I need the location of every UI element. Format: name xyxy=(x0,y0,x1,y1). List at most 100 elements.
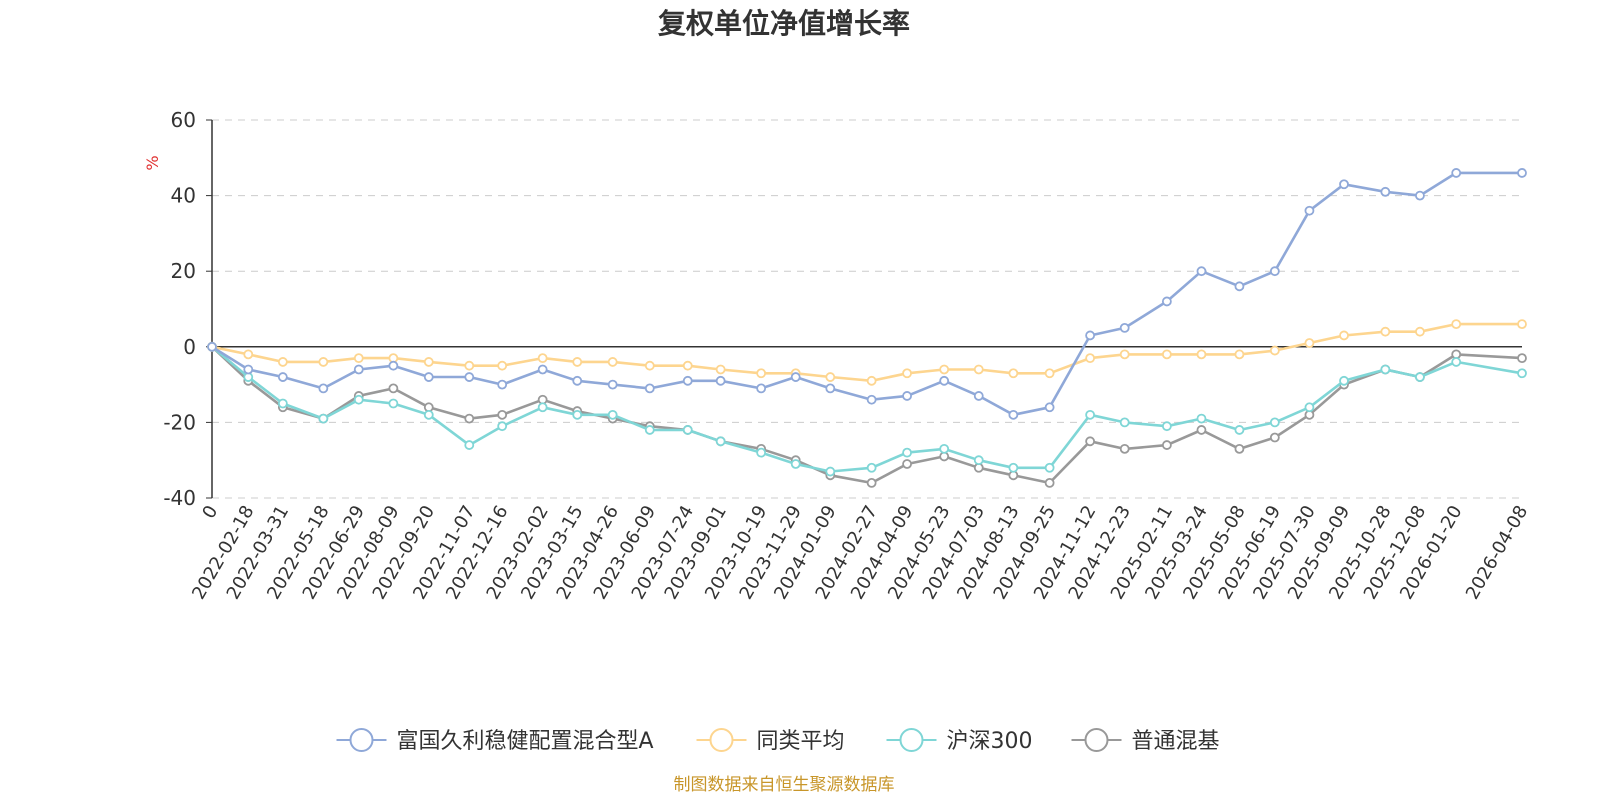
data-point[interactable] xyxy=(1119,322,1130,333)
data-point[interactable] xyxy=(464,360,475,371)
data-point[interactable] xyxy=(939,364,950,375)
data-point[interactable] xyxy=(644,360,655,371)
data-point[interactable] xyxy=(644,383,655,394)
data-point[interactable] xyxy=(1269,432,1280,443)
data-point[interactable] xyxy=(1234,443,1245,454)
data-point[interactable] xyxy=(1451,319,1462,330)
legend[interactable]: 富国久利稳健配置混合型A 同类平均 沪深300 普通混基 xyxy=(336,728,1220,754)
data-point[interactable] xyxy=(1044,477,1055,488)
data-point[interactable] xyxy=(1008,462,1019,473)
data-point[interactable] xyxy=(353,353,364,364)
data-point[interactable] xyxy=(388,360,399,371)
data-point[interactable] xyxy=(825,372,836,382)
data-point[interactable] xyxy=(1304,205,1315,216)
data-point[interactable] xyxy=(1161,421,1172,432)
data-point[interactable] xyxy=(423,409,434,420)
data-point[interactable] xyxy=(902,459,912,469)
data-point[interactable] xyxy=(1044,368,1055,379)
data-point[interactable] xyxy=(1196,349,1207,360)
data-point[interactable] xyxy=(1044,402,1055,413)
data-point[interactable] xyxy=(243,364,254,375)
data-point[interactable] xyxy=(1517,168,1527,178)
data-point[interactable] xyxy=(1517,368,1527,379)
data-point[interactable] xyxy=(1085,330,1096,341)
data-point[interactable] xyxy=(497,379,508,390)
data-point[interactable] xyxy=(464,440,475,450)
data-point[interactable] xyxy=(1380,186,1391,197)
data-point[interactable] xyxy=(207,341,217,352)
data-point[interactable] xyxy=(1269,266,1280,277)
data-point[interactable] xyxy=(902,368,912,379)
data-point[interactable] xyxy=(1234,425,1245,435)
data-point[interactable] xyxy=(790,372,801,382)
data-point[interactable] xyxy=(1008,409,1019,420)
data-point[interactable] xyxy=(1196,266,1207,277)
data-point[interactable] xyxy=(353,394,364,405)
data-point[interactable] xyxy=(1339,179,1349,190)
data-point[interactable] xyxy=(682,360,693,371)
legend-item-2[interactable]: 沪深300 xyxy=(886,728,1033,754)
data-point[interactable] xyxy=(866,375,877,386)
data-point[interactable] xyxy=(939,443,950,454)
data-point[interactable] xyxy=(1119,417,1130,428)
data-point[interactable] xyxy=(318,357,329,367)
data-point[interactable] xyxy=(497,421,508,432)
data-point[interactable] xyxy=(1304,402,1315,413)
data-point[interactable] xyxy=(1044,462,1055,473)
data-point[interactable] xyxy=(973,391,984,401)
data-point[interactable] xyxy=(1415,372,1425,382)
data-point[interactable] xyxy=(1517,319,1527,330)
data-point[interactable] xyxy=(902,447,912,458)
data-point[interactable] xyxy=(537,402,548,413)
data-point[interactable] xyxy=(1085,353,1096,364)
legend-item-0[interactable]: 富国久利稳健配置混合型A xyxy=(336,728,654,754)
data-point[interactable] xyxy=(1269,345,1280,356)
data-point[interactable] xyxy=(866,394,877,405)
data-point[interactable] xyxy=(1196,413,1207,424)
data-point[interactable] xyxy=(1380,326,1391,337)
data-point[interactable] xyxy=(1161,296,1172,307)
data-point[interactable] xyxy=(756,447,767,458)
data-point[interactable] xyxy=(790,459,801,469)
data-point[interactable] xyxy=(388,398,399,409)
data-point[interactable] xyxy=(866,462,877,473)
data-point[interactable] xyxy=(423,372,434,382)
data-point[interactable] xyxy=(572,409,583,420)
data-point[interactable] xyxy=(973,455,984,466)
data-point[interactable] xyxy=(682,425,693,435)
data-point[interactable] xyxy=(464,372,475,382)
data-point[interactable] xyxy=(464,413,475,424)
data-point[interactable] xyxy=(756,383,767,394)
data-point[interactable] xyxy=(715,364,726,375)
data-point[interactable] xyxy=(1085,436,1096,447)
data-point[interactable] xyxy=(644,425,655,435)
data-point[interactable] xyxy=(1161,349,1172,360)
data-point[interactable] xyxy=(388,383,399,394)
data-point[interactable] xyxy=(825,466,836,477)
data-point[interactable] xyxy=(277,398,288,409)
data-point[interactable] xyxy=(825,383,836,394)
legend-item-3[interactable]: 普通混基 xyxy=(1071,728,1220,754)
data-point[interactable] xyxy=(973,364,984,375)
data-point[interactable] xyxy=(572,357,583,367)
data-point[interactable] xyxy=(1415,190,1425,201)
data-point[interactable] xyxy=(756,368,767,379)
data-point[interactable] xyxy=(902,391,912,401)
data-point[interactable] xyxy=(277,357,288,367)
data-point[interactable] xyxy=(1119,349,1130,360)
data-point[interactable] xyxy=(1380,364,1391,375)
data-point[interactable] xyxy=(682,375,693,386)
data-point[interactable] xyxy=(1119,443,1130,454)
data-point[interactable] xyxy=(1008,368,1019,379)
legend-item-1[interactable]: 同类平均 xyxy=(696,728,845,754)
data-point[interactable] xyxy=(1517,353,1527,364)
data-point[interactable] xyxy=(1161,440,1172,450)
data-point[interactable] xyxy=(1339,375,1349,386)
data-point[interactable] xyxy=(537,353,548,364)
data-point[interactable] xyxy=(607,409,618,420)
data-point[interactable] xyxy=(243,349,254,360)
data-point[interactable] xyxy=(497,360,508,371)
data-point[interactable] xyxy=(1269,417,1280,428)
data-point[interactable] xyxy=(1234,349,1245,360)
data-point[interactable] xyxy=(318,413,329,424)
